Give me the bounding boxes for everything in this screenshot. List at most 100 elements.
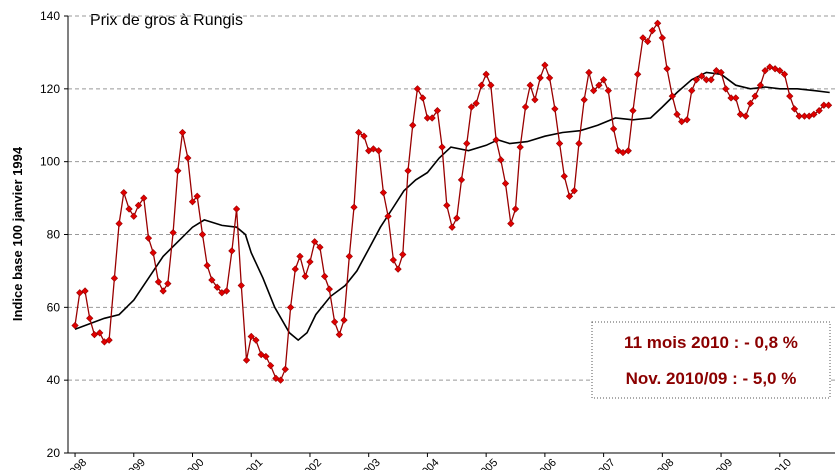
marker (536, 74, 544, 82)
marker (545, 74, 554, 82)
marker (203, 261, 211, 270)
marker (678, 117, 686, 126)
marker (188, 198, 197, 206)
chart-title: Prix de gros à Rungis (90, 12, 243, 29)
marker (115, 219, 123, 228)
marker (360, 132, 368, 140)
marker (325, 285, 333, 293)
marker (242, 356, 251, 364)
marker (301, 272, 309, 281)
marker (252, 336, 260, 344)
marker (751, 92, 759, 100)
marker (71, 321, 79, 330)
marker (766, 63, 774, 71)
marker (497, 156, 505, 164)
marker (193, 192, 201, 200)
marker (511, 205, 520, 213)
marker (639, 34, 647, 42)
marker (531, 96, 539, 104)
marker (105, 336, 113, 344)
marker (565, 192, 574, 200)
marker (340, 316, 348, 324)
marker (507, 219, 515, 228)
marker (746, 99, 755, 108)
marker (786, 92, 794, 100)
marker (654, 19, 662, 27)
marker (208, 276, 216, 284)
marker (419, 94, 427, 102)
marker (86, 314, 94, 322)
marker (144, 234, 153, 242)
marker (761, 67, 769, 75)
marker (149, 249, 157, 257)
marker (276, 376, 285, 384)
annotation-box (591, 321, 831, 399)
marker (399, 250, 407, 259)
marker (296, 252, 304, 260)
marker (604, 87, 612, 95)
marker (286, 303, 295, 311)
marker (174, 167, 182, 175)
y-tick-label: 140 (40, 9, 60, 23)
marker (560, 172, 568, 180)
marker (428, 114, 436, 122)
marker (487, 81, 495, 89)
marker (589, 87, 598, 95)
marker (668, 92, 676, 100)
marker (125, 205, 133, 213)
marker (673, 110, 681, 118)
marker (281, 365, 289, 373)
marker (232, 205, 241, 213)
marker (389, 256, 397, 264)
marker (516, 143, 524, 151)
marker (707, 76, 715, 84)
annotation: Nov. 2010/09 : - 5,0 % (626, 369, 797, 388)
y-tick-label: 100 (40, 155, 60, 169)
marker (614, 147, 622, 155)
marker (619, 148, 627, 157)
marker (624, 147, 632, 155)
marker (776, 67, 784, 75)
marker (198, 230, 207, 239)
marker (345, 252, 353, 260)
marker (722, 85, 730, 93)
marker (800, 112, 809, 120)
marker (433, 107, 442, 115)
marker (756, 81, 765, 89)
marker (736, 110, 745, 118)
marker (609, 125, 618, 133)
marker (541, 61, 549, 69)
marker (712, 67, 720, 75)
marker (575, 139, 583, 148)
marker (448, 223, 456, 231)
marker (727, 94, 735, 102)
marker (580, 96, 588, 104)
marker (595, 81, 603, 89)
marker (644, 37, 652, 46)
annotation: 11 mois 2010 : - 0,8 % (624, 333, 798, 352)
marker (237, 281, 245, 290)
marker (790, 105, 799, 113)
marker (134, 201, 143, 209)
marker (130, 212, 138, 220)
y-tick-label: 60 (47, 300, 61, 314)
marker (634, 70, 642, 78)
marker (222, 287, 231, 295)
marker (463, 139, 471, 148)
marker (702, 76, 711, 84)
marker (698, 72, 706, 80)
marker (717, 68, 725, 77)
y-tick-label: 20 (47, 446, 61, 460)
marker (321, 272, 329, 281)
marker (629, 107, 637, 115)
marker (648, 26, 656, 35)
marker (140, 194, 148, 202)
marker (555, 139, 564, 148)
marker (810, 110, 818, 118)
marker (457, 176, 466, 184)
marker (262, 352, 270, 361)
marker (438, 143, 446, 151)
marker (178, 128, 187, 137)
